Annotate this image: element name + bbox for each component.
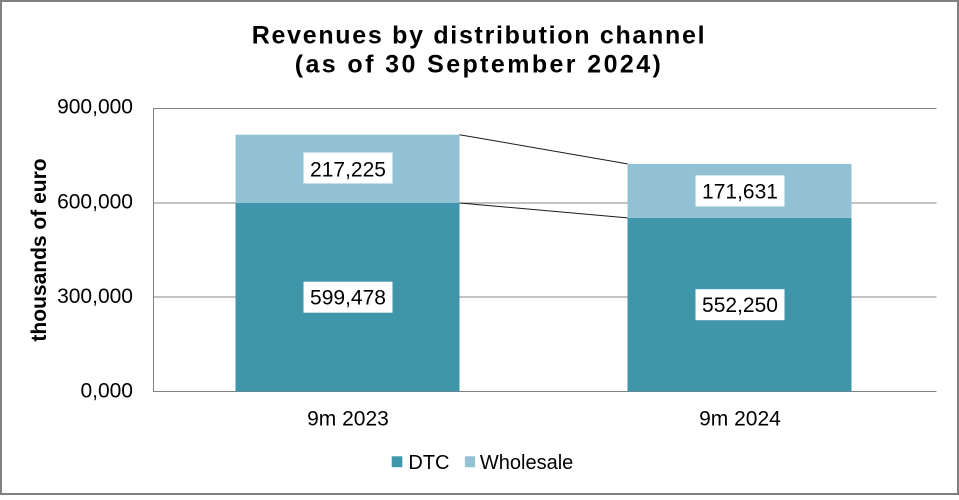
svg-text:300,000: 300,000 [57, 285, 133, 308]
svg-text:9m 2024: 9m 2024 [699, 408, 781, 431]
svg-text:171,631: 171,631 [702, 180, 778, 203]
svg-text:Wholesale: Wholesale [480, 452, 573, 474]
svg-text:599,478: 599,478 [310, 287, 386, 310]
svg-text:(as of 30 September 2024): (as of 30 September 2024) [295, 51, 663, 79]
svg-text:9m 2023: 9m 2023 [307, 408, 389, 431]
svg-text:Revenues by distribution chann: Revenues by distribution channel [252, 22, 706, 50]
svg-text:217,225: 217,225 [310, 158, 386, 181]
svg-text:600,000: 600,000 [57, 191, 133, 214]
svg-text:552,250: 552,250 [702, 294, 778, 317]
svg-text:thousands of euro: thousands of euro [28, 158, 51, 341]
svg-text:DTC: DTC [408, 452, 449, 474]
svg-text:0,000: 0,000 [80, 379, 133, 402]
svg-text:900,000: 900,000 [57, 96, 133, 119]
